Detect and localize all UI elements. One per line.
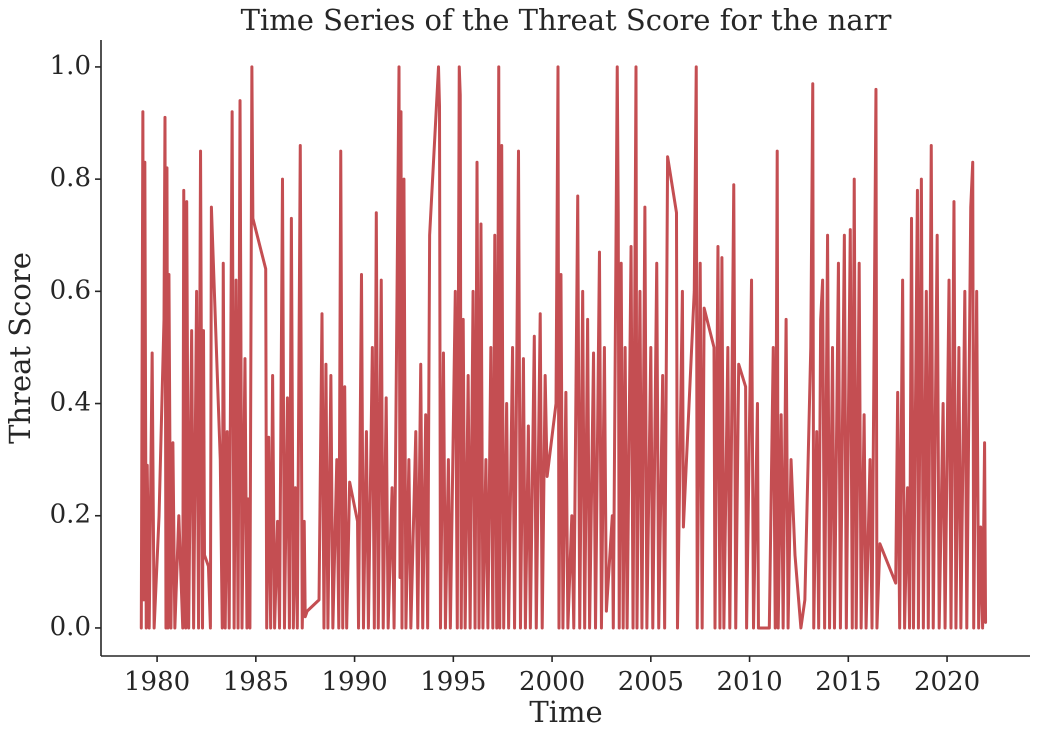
x-tick-label: 1985 — [223, 667, 289, 697]
x-tick-label: 1995 — [420, 667, 486, 697]
x-tick-label: 1980 — [124, 667, 190, 697]
y-tick-label: 1.0 — [50, 51, 91, 81]
y-axis-label: Threat Score — [3, 252, 37, 444]
chart-title: Time Series of the Threat Score for the … — [241, 3, 892, 37]
y-tick-label: 0.4 — [50, 388, 91, 418]
x-tick-label: 2020 — [914, 667, 980, 697]
data-line — [139, 65, 988, 630]
y-tick-label: 0.0 — [50, 612, 91, 642]
x-tick-label: 2005 — [618, 667, 684, 697]
x-axis-label: Time — [529, 695, 602, 729]
x-tick-label: 2010 — [716, 667, 782, 697]
x-tick-label: 2000 — [519, 667, 585, 697]
y-tick-label: 0.6 — [50, 275, 91, 305]
y-tick-label: 0.2 — [50, 500, 91, 530]
x-tick-label: 1990 — [321, 667, 387, 697]
y-tick-label: 0.8 — [50, 163, 91, 193]
x-tick-label: 2015 — [815, 667, 881, 697]
